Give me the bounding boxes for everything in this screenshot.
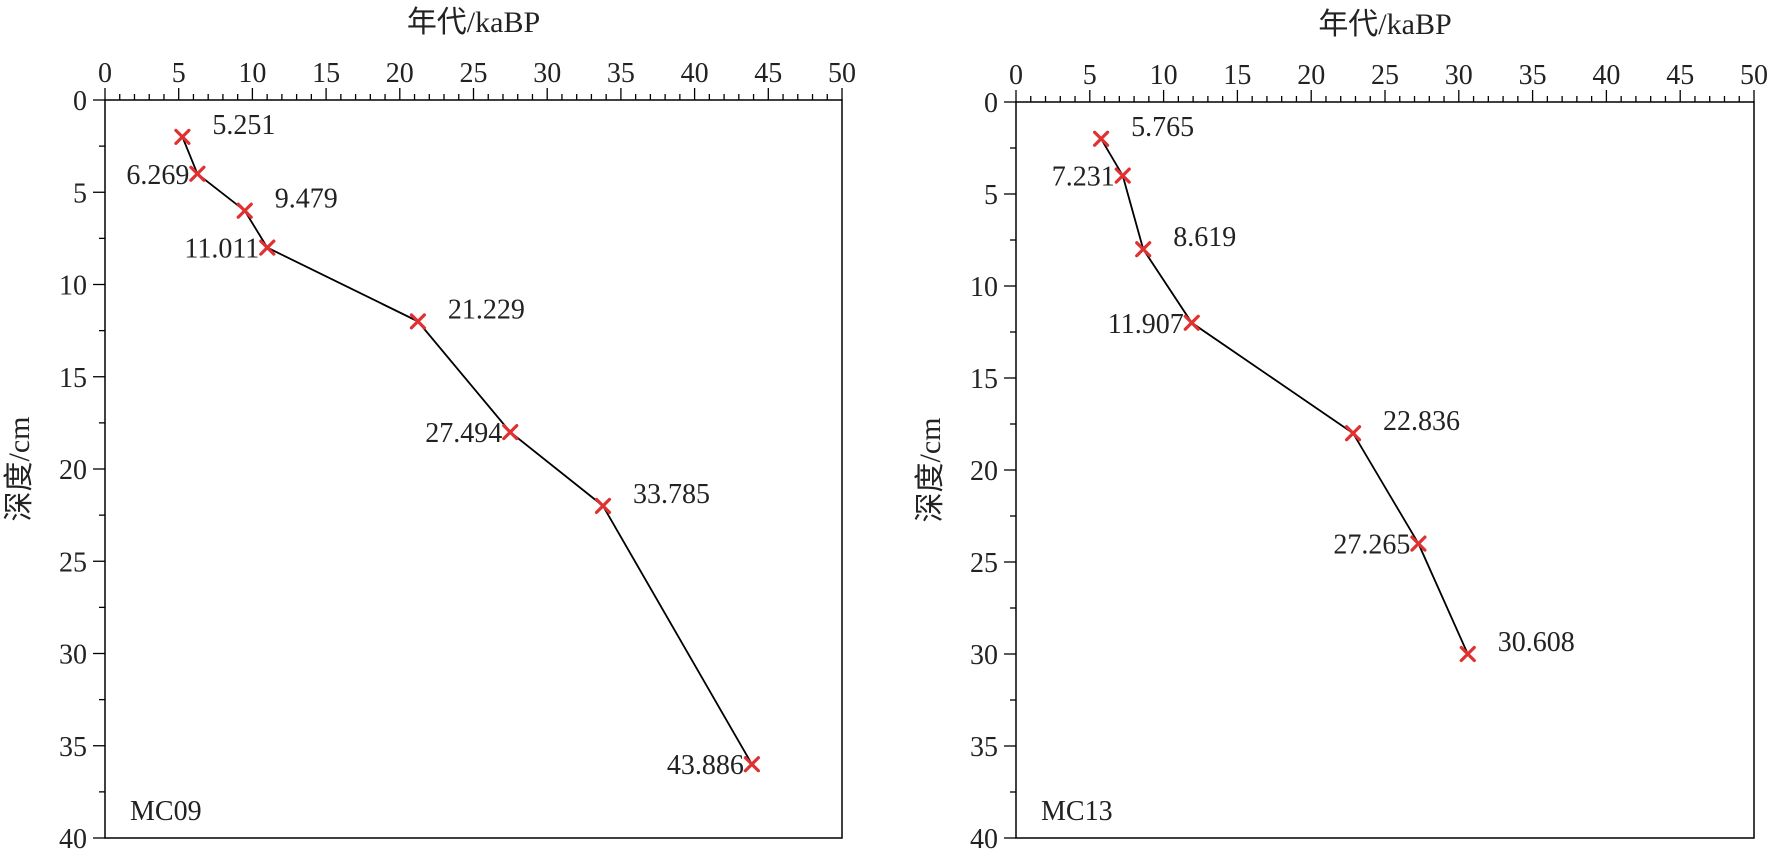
x-tick-label: 20 (386, 58, 414, 89)
chart-panel-mc13: 0 5 10 15 20 25 30 35 40 45 50 0 5 10 15 20 25 30 35 40 年代/k… (914, 8, 1768, 855)
series-line (181, 136, 753, 765)
x-tick-label: 30 (1445, 60, 1473, 91)
y-axis-title: 深度/cm (3, 417, 36, 522)
marker-stroke (189, 165, 206, 182)
y-tick-label: 0 (984, 88, 998, 119)
x-tick-label: 0 (98, 58, 112, 89)
data-point-marker (1410, 535, 1427, 552)
data-point-label: 6.269 (126, 160, 189, 191)
marker-stroke (1135, 241, 1152, 258)
y-tick-label: 30 (970, 640, 998, 671)
x-tick-label: 50 (828, 58, 856, 89)
data-point-label: 33.785 (633, 479, 710, 510)
data-point-marker (409, 313, 427, 330)
y-axis-title: 深度/cm (914, 418, 947, 523)
data-point-label: 30.608 (1498, 627, 1575, 658)
marker-stroke (409, 313, 427, 330)
data-point-marker (1344, 425, 1362, 442)
y-tick-label: 30 (59, 640, 87, 671)
x-tick-label: 10 (238, 58, 266, 89)
y-tick-label: 35 (59, 732, 87, 763)
data-point-label: 11.907 (1108, 309, 1184, 340)
data-point-marker (1135, 241, 1152, 258)
marker-stroke (1114, 167, 1131, 184)
data-point-label: 7.231 (1052, 162, 1115, 193)
data-point-marker (259, 239, 276, 256)
x-tick-label: 40 (681, 58, 709, 89)
x-axis-title: 年代/kaBP (407, 6, 540, 39)
y-tick-label: 15 (59, 363, 87, 394)
x-tick-label: 35 (607, 58, 635, 89)
core-label: MC09 (130, 796, 202, 827)
y-tick-label: 5 (73, 178, 87, 209)
x-tick-label: 30 (533, 58, 561, 89)
plot-frame (1015, 101, 1755, 839)
x-tick-label: 5 (1083, 60, 1097, 91)
data-point-marker (189, 165, 206, 182)
x-tick-label: 15 (1223, 60, 1251, 91)
data-point-label: 8.619 (1173, 222, 1236, 253)
data-point-label: 43.886 (667, 750, 744, 781)
x-tick-label: 25 (1371, 60, 1399, 91)
core-label: MC13 (1041, 796, 1113, 827)
x-tick-label: 45 (754, 58, 782, 89)
marker-stroke (502, 424, 519, 441)
data-point-label: 11.011 (184, 234, 259, 265)
data-point-label: 27.265 (1333, 530, 1410, 561)
marker-stroke (743, 756, 760, 773)
y-tick-label: 15 (970, 364, 998, 395)
series-line (1100, 138, 1469, 655)
data-point-marker (236, 202, 253, 219)
y-tick-label: 35 (970, 732, 998, 763)
data-point-marker (1183, 314, 1200, 331)
x-axis-title: 年代/kaBP (1318, 8, 1451, 41)
x-tick-label: 15 (312, 58, 340, 89)
marker-stroke (1410, 535, 1427, 552)
marker-stroke (1459, 645, 1476, 663)
y-tick-label: 25 (970, 548, 998, 579)
marker-stroke (1183, 314, 1200, 331)
data-point-marker (1114, 167, 1131, 184)
y-tick-label: 20 (970, 456, 998, 487)
marker-stroke (594, 497, 612, 515)
y-tick-label: 10 (970, 272, 998, 303)
chart-panel-mc09: 0 5 10 15 20 25 30 35 40 45 50 0 5 10 15 20 25 30 35 40 年代/k… (3, 6, 856, 855)
data-point-label: 27.494 (425, 418, 502, 449)
x-tick-label: 10 (1150, 60, 1178, 91)
x-tick-label: 35 (1519, 60, 1547, 91)
y-tick-label: 10 (59, 271, 87, 302)
data-point-marker (174, 128, 191, 145)
y-tick-label: 40 (970, 824, 998, 855)
y-tick-label: 25 (59, 547, 87, 578)
y-tick-label: 20 (59, 455, 87, 486)
data-point-marker (1092, 130, 1110, 147)
data-point-label: 5.251 (212, 110, 275, 141)
marker-stroke (174, 128, 191, 145)
x-tick-label: 40 (1592, 60, 1620, 91)
data-point-label: 21.229 (448, 294, 525, 325)
y-tick-label: 5 (984, 180, 998, 211)
x-tick-label: 25 (460, 58, 488, 89)
marker-stroke (1092, 130, 1110, 147)
x-tick-label: 5 (172, 58, 186, 89)
data-point-label: 5.765 (1131, 112, 1194, 143)
x-tick-label: 50 (1740, 60, 1768, 91)
marker-stroke (236, 202, 253, 219)
y-tick-label: 0 (73, 86, 87, 117)
x-tick-label: 20 (1297, 60, 1325, 91)
data-point-marker (502, 424, 519, 441)
y-tick-label: 40 (59, 824, 87, 855)
marker-stroke (1344, 425, 1362, 442)
data-point-label: 22.836 (1383, 406, 1460, 437)
data-point-marker (594, 497, 612, 515)
data-point-label: 9.479 (275, 184, 338, 215)
data-point-marker (743, 756, 760, 773)
x-tick-label: 0 (1009, 60, 1023, 91)
data-point-marker (1459, 645, 1476, 663)
x-tick-label: 45 (1666, 60, 1694, 91)
marker-stroke (259, 239, 276, 256)
